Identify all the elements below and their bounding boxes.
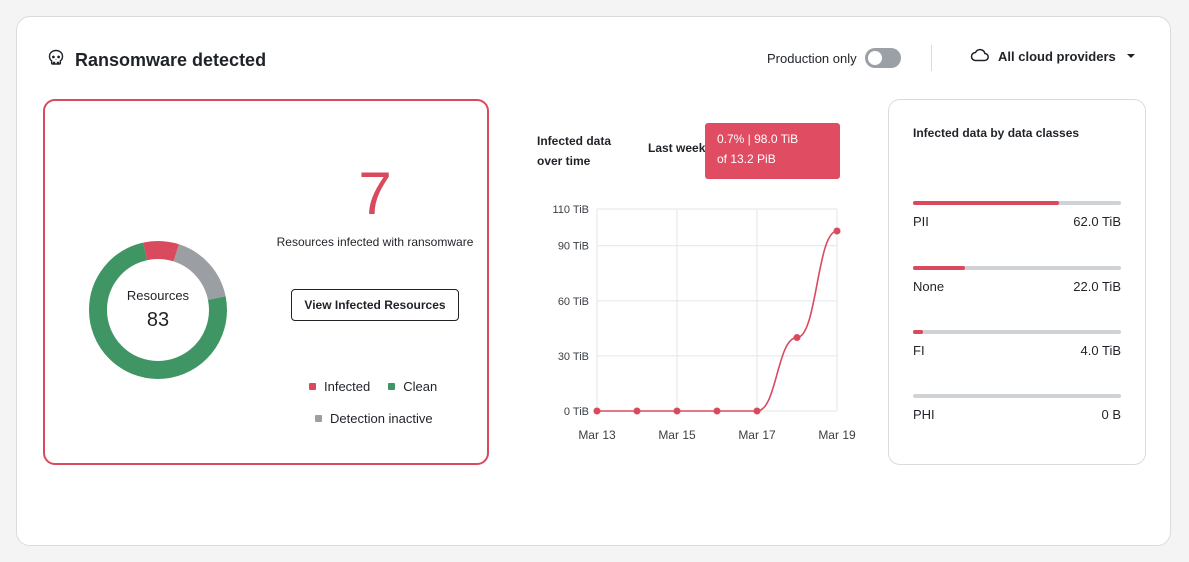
tooltip-line-2: of 13.2 PiB (717, 152, 776, 166)
data-class-row: FI 4.0 TiB (913, 330, 1121, 358)
chart-point[interactable] (833, 227, 841, 235)
legend-item-clean: Clean (388, 379, 437, 394)
data-class-label: FI (913, 343, 925, 358)
data-class-bar (913, 201, 1121, 205)
view-infected-resources-button[interactable]: View Infected Resources (291, 289, 459, 321)
data-class-value: 62.0 TiB (1073, 214, 1121, 229)
donut-legend-row-1: Infected Clean (309, 379, 437, 394)
production-only-toggle[interactable] (864, 48, 901, 68)
chart-x-axis-labels: Mar 13 Mar 15 Mar 17 Mar 19 (578, 428, 856, 442)
donut-segment-infected (89, 241, 227, 379)
data-class-label: None (913, 279, 945, 294)
chart-x-tick-label: Mar 17 (738, 428, 776, 442)
legend-swatch-clean (388, 383, 396, 390)
legend-item-inactive: Detection inactive (315, 411, 433, 426)
chart-y-tick-label: 90 TiB (558, 241, 589, 253)
legend-label-clean: Clean (403, 379, 438, 394)
data-class-bar (913, 330, 1121, 334)
page-title: Ransomware detected (75, 50, 267, 70)
chart-x-tick-label: Mar 19 (818, 428, 856, 442)
resources-donut-chart (89, 241, 227, 379)
chart-x-tick-label: Mar 13 (578, 428, 616, 442)
chart-point[interactable] (633, 407, 641, 415)
chart-tooltip: 0.7% | 98.0 TiB of 13.2 PiB (705, 123, 840, 179)
period-select[interactable]: Last week (648, 141, 706, 155)
chart-y-tick-label: 110 TiB (553, 204, 590, 216)
chart-title: Infected data over time (537, 131, 637, 171)
data-classes-title: Infected data by data classes (913, 126, 1080, 140)
chart-points (593, 227, 841, 415)
data-class-label: PHI (913, 407, 935, 422)
chart-point[interactable] (713, 407, 721, 415)
donut-center-label: Resources (126, 288, 190, 303)
data-class-row: PII 62.0 TiB (913, 201, 1121, 229)
legend-swatch-infected (309, 383, 316, 390)
legend-label-infected: Infected (324, 379, 371, 394)
skull-icon (47, 49, 65, 72)
cloud-select-label: All cloud providers (998, 49, 1116, 64)
cloud-icon (970, 48, 990, 65)
data-class-bar-fill (913, 201, 1059, 205)
infected-description: Resources infected with ransomware (276, 235, 474, 249)
donut-segments (89, 241, 227, 379)
donut-segment-clean (89, 241, 227, 379)
data-classes-panel: Infected data by data classes PII 62.0 T… (888, 99, 1146, 465)
card-header: Ransomware detected (47, 49, 266, 72)
data-class-bar-fill (913, 330, 924, 334)
chart-y-tick-label: 60 TiB (558, 296, 589, 308)
chart-point[interactable] (673, 407, 681, 415)
resources-total: 83 (146, 309, 170, 331)
toggle-knob (867, 51, 882, 65)
header-divider (931, 45, 932, 71)
ransomware-card: Ransomware detected Production only All … (16, 16, 1171, 546)
chart-y-tick-label: 0 TiB (564, 406, 589, 418)
data-class-value: 4.0 TiB (1080, 343, 1121, 358)
data-class-row: PHI 0 B (913, 394, 1121, 422)
data-class-value: 0 B (1101, 407, 1121, 422)
chart-grid (596, 208, 838, 412)
data-class-bar (913, 394, 1121, 398)
tooltip-line-1: 0.7% | 98.0 TiB (717, 132, 799, 146)
data-class-label: PII (913, 214, 929, 229)
chart-title-line-2: over time (537, 154, 591, 168)
chart-series-line (597, 230, 838, 412)
chart-title-line-1: Infected data (537, 134, 612, 148)
data-class-value: 22.0 TiB (1073, 279, 1121, 294)
legend-swatch-inactive (315, 415, 322, 422)
donut-legend-row-2: Detection inactive (315, 411, 433, 426)
data-class-bar-fill (913, 266, 965, 270)
caret-down-icon (1124, 49, 1138, 64)
chart-point[interactable] (753, 407, 761, 415)
chart-point[interactable] (793, 334, 801, 342)
cloud-provider-select[interactable]: All cloud providers (970, 48, 1138, 65)
resources-panel: Resources 83 7 Resources infected with r… (43, 99, 489, 465)
production-only-control: Production only (767, 48, 901, 68)
data-class-row: None 22.0 TiB (913, 266, 1121, 294)
chart-y-tick-label: 30 TiB (558, 351, 589, 363)
donut-center: Resources 83 (89, 241, 227, 379)
chart-y-axis-labels: 0 TiB 30 TiB 60 TiB 90 TiB 110 TiB (553, 204, 590, 418)
chart-x-tick-label: Mar 15 (658, 428, 696, 442)
production-only-label: Production only (767, 50, 857, 66)
legend-item-infected: Infected (309, 379, 370, 394)
infected-count: 7 (358, 160, 392, 227)
data-class-bar (913, 266, 1121, 270)
chart-point[interactable] (593, 407, 601, 415)
legend-label-inactive: Detection inactive (330, 411, 433, 426)
